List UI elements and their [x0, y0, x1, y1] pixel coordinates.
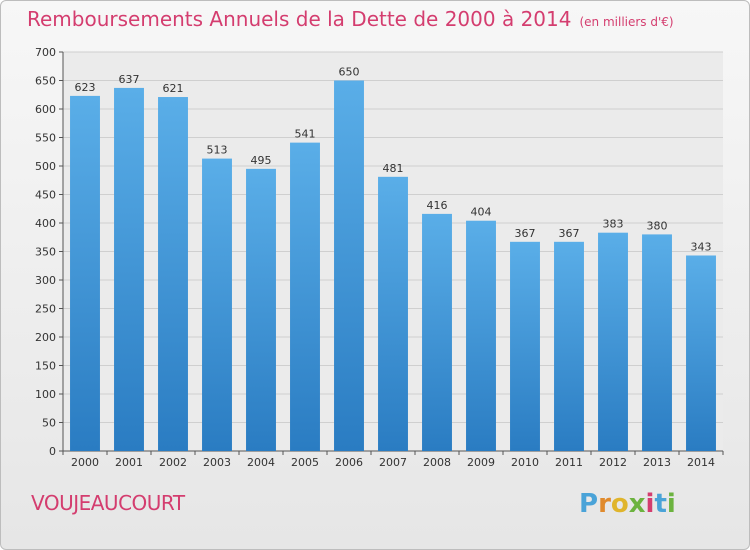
value-label-2012: 383: [603, 218, 624, 231]
bar-2007: [378, 176, 408, 451]
value-label-2014: 343: [691, 240, 712, 253]
logo-letter: o: [610, 489, 629, 519]
x-tick-label-2004: 2004: [247, 456, 275, 469]
bar-2004: [246, 168, 276, 451]
y-tick-label: 450: [35, 189, 56, 202]
value-label-2010: 367: [515, 227, 536, 240]
x-tick-label-2002: 2002: [159, 456, 187, 469]
x-tick-label-2003: 2003: [203, 456, 231, 469]
x-tick-label-2014: 2014: [687, 456, 715, 469]
value-label-2005: 541: [295, 128, 316, 141]
value-label-2009: 404: [471, 206, 492, 219]
bar-2011: [554, 241, 584, 451]
y-tick-label: 550: [35, 132, 56, 145]
value-label-2001: 637: [119, 73, 140, 86]
x-tick-label-2011: 2011: [555, 456, 583, 469]
bar-2012: [598, 232, 628, 451]
value-label-2008: 416: [427, 199, 448, 212]
value-label-2007: 481: [383, 162, 404, 175]
y-tick-label: 0: [49, 445, 56, 458]
logo-letter: t: [654, 489, 667, 519]
y-tick-label: 400: [35, 217, 56, 230]
chart-title: Remboursements Annuels de la Dette de 20…: [27, 7, 674, 31]
logo-letter: i: [645, 489, 655, 519]
value-label-2011: 367: [559, 227, 580, 240]
x-tick-label-2000: 2000: [71, 456, 99, 469]
y-tick-label: 50: [42, 417, 56, 430]
x-tick-label-2007: 2007: [379, 456, 407, 469]
logo-letter: i: [666, 489, 676, 519]
x-tick-label-2005: 2005: [291, 456, 319, 469]
bar-2003: [202, 158, 232, 451]
y-tick-label: 600: [35, 103, 56, 116]
value-label-2006: 650: [339, 66, 360, 79]
proxiti-logo: Proxiti: [579, 489, 676, 519]
bars: [70, 80, 716, 451]
y-tick-label: 650: [35, 75, 56, 88]
y-tick-label: 100: [35, 388, 56, 401]
x-tick-label-2010: 2010: [511, 456, 539, 469]
value-labels: 623 637 621 513 495 541 650 481 416 404 367 367 383 3…: [75, 66, 712, 254]
x-tick-label-2013: 2013: [643, 456, 671, 469]
y-tick-label: 500: [35, 160, 56, 173]
y-tick-label: 300: [35, 274, 56, 287]
bar-2005: [290, 142, 320, 451]
x-tick-label-2006: 2006: [335, 456, 363, 469]
city-name: VOUJEAUCOURT: [31, 491, 185, 515]
axes: 0 50 100 150 200 250 300 350 400 450 500 550 600 650 7…: [35, 46, 724, 469]
value-label-2003: 513: [207, 144, 228, 157]
y-tick-label: 250: [35, 303, 56, 316]
chart-subtitle: (en milliers d'€): [579, 15, 674, 29]
value-label-2002: 621: [163, 82, 184, 95]
y-tick-label: 200: [35, 331, 56, 344]
bar-2000: [70, 95, 100, 451]
bar-2001: [114, 87, 144, 451]
bar-2002: [158, 97, 188, 451]
bar-2009: [466, 220, 496, 451]
bar-2014: [686, 255, 716, 451]
value-label-2013: 380: [647, 219, 668, 232]
bar-2013: [642, 234, 672, 451]
chart-title-text: Remboursements Annuels de la Dette de 20…: [27, 7, 572, 31]
bar-2008: [422, 213, 452, 451]
logo-letter: P: [579, 489, 599, 519]
y-tick-label: 700: [35, 46, 56, 59]
logo-letter: x: [628, 489, 646, 519]
x-tick-label-2009: 2009: [467, 456, 495, 469]
bar-2010: [510, 241, 540, 451]
value-label-2000: 623: [75, 81, 96, 94]
x-tick-label-2001: 2001: [115, 456, 143, 469]
x-tick-label-2008: 2008: [423, 456, 451, 469]
y-tick-label: 150: [35, 360, 56, 373]
bar-2006: [334, 80, 364, 451]
value-label-2004: 495: [251, 154, 272, 167]
logo-letter: r: [598, 489, 611, 519]
y-tick-label: 350: [35, 246, 56, 259]
x-tick-label-2012: 2012: [599, 456, 627, 469]
